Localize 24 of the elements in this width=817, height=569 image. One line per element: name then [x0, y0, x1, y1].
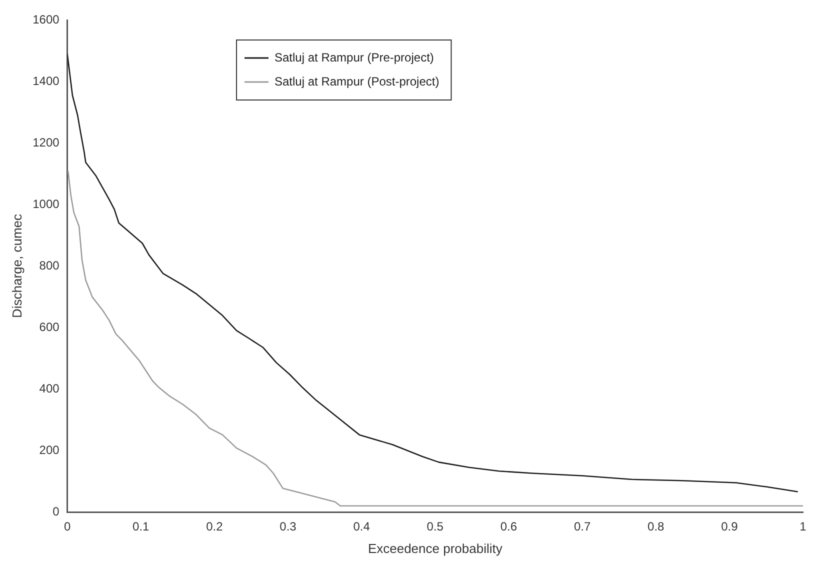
- legend-label: Satluj at Rampur (Pre-project): [274, 50, 434, 64]
- x-tick-label: 0.4: [353, 520, 370, 534]
- y-tick-label: 1200: [32, 135, 60, 150]
- x-tick-label: 1: [800, 520, 807, 534]
- y-tick-label: 0: [52, 504, 60, 518]
- y-tick-label: 400: [39, 381, 60, 396]
- y-axis-title: Discharge, cumec: [9, 213, 24, 318]
- x-tick-label: 0.7: [574, 520, 591, 534]
- y-tick-label: 200: [39, 442, 60, 457]
- x-tick-label: 0.6: [500, 520, 518, 534]
- y-tick-label: 1600: [32, 12, 60, 26]
- legend-label: Satluj at Rampur (Post-project): [274, 74, 440, 88]
- x-tick-label: 0.8: [648, 520, 665, 534]
- x-tick-label: 0.2: [206, 520, 224, 534]
- x-tick-label: 0.3: [280, 520, 297, 534]
- x-tick-label: 0: [64, 520, 71, 534]
- y-tick-label: 1000: [32, 196, 60, 211]
- x-tick-label: 0.9: [721, 520, 738, 534]
- x-tick-label: 0.5: [426, 520, 444, 534]
- y-tick-label: 800: [39, 258, 60, 272]
- x-tick-label: 0.1: [132, 520, 150, 534]
- y-tick-label: 1400: [32, 74, 60, 88]
- x-axis-title: Exceedence probability: [368, 540, 503, 556]
- y-tick-label: 600: [39, 320, 60, 334]
